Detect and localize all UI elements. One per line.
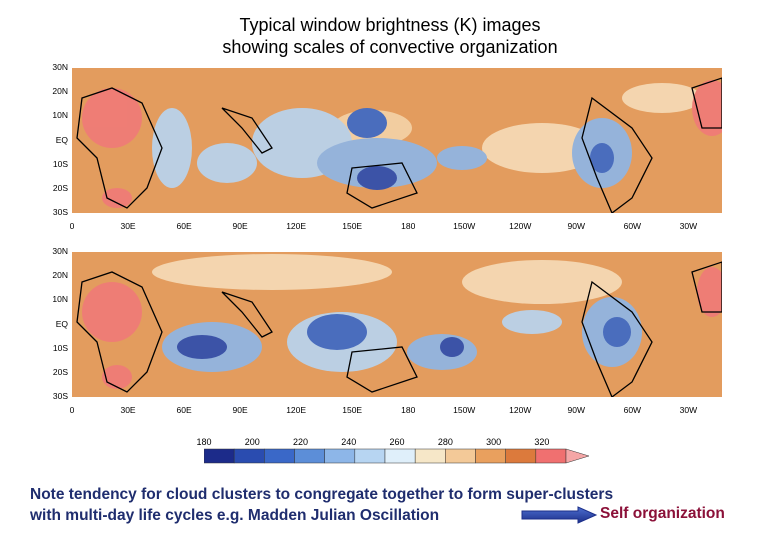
lon-label: 0 <box>69 405 75 415</box>
lat-label: 20N <box>52 270 68 281</box>
lon-label: 150E <box>342 405 363 415</box>
lat-label: 10N <box>52 294 68 305</box>
caption-line-1: Note tendency for cloud clusters to cong… <box>30 486 614 503</box>
colorbar-tick-label: 180 <box>196 437 212 447</box>
lon-label: 120W <box>509 405 532 415</box>
colorbar-segment <box>204 448 235 464</box>
colorbar-segment <box>535 448 567 464</box>
colorbar-tick-label: 300 <box>486 437 502 447</box>
colorbar-tick-label: 280 <box>437 437 453 447</box>
title-line-1: Typical window brightness (K) images <box>239 15 541 35</box>
lon-label: 60W <box>623 405 642 415</box>
lon-label: 150W <box>453 221 476 231</box>
lat-label: 30N <box>52 246 68 256</box>
lon-label: 60E <box>176 405 192 415</box>
colorbar <box>204 448 590 464</box>
colorbar-segment <box>264 448 295 464</box>
lon-label: 180 <box>401 221 416 231</box>
right-arrow-icon <box>521 506 598 524</box>
lon-label: 30E <box>120 405 136 415</box>
colorbar-segment <box>354 448 386 464</box>
colorbar-segment <box>294 448 325 464</box>
lat-label: 20S <box>52 366 68 377</box>
lat-label: 10S <box>52 342 68 353</box>
lon-label: 60E <box>176 221 192 231</box>
brightness-map-bottom <box>72 252 722 397</box>
lat-label: 20S <box>52 182 68 193</box>
colorbar-segment <box>475 448 506 464</box>
lon-label: 180 <box>401 405 416 415</box>
lat-label: EQ <box>55 318 68 329</box>
colorbar-segment <box>324 448 356 464</box>
lat-label: 10N <box>52 110 68 121</box>
colorbar-tick-label: 240 <box>341 437 357 447</box>
colorbar-segment <box>384 448 416 464</box>
lon-label: 60W <box>623 221 642 231</box>
lon-label: 0 <box>69 221 75 231</box>
colorbar-end-triangle <box>565 448 590 464</box>
figure-title: Typical window brightness (K) images sho… <box>0 14 780 58</box>
lon-label: 30W <box>679 221 698 231</box>
lon-label: 120E <box>286 221 307 231</box>
self-organization-label: Self organization <box>600 505 725 522</box>
lon-label: 30W <box>679 405 698 415</box>
lon-label: 90W <box>567 221 586 231</box>
brightness-map-top <box>72 68 722 213</box>
colorbar-tick-label: 200 <box>244 437 260 447</box>
lon-label: 150E <box>342 221 363 231</box>
colorbar-segment <box>445 448 476 464</box>
title-line-2: showing scales of convective organizatio… <box>222 37 558 57</box>
caption-note: Note tendency for cloud clusters to cong… <box>30 484 770 526</box>
colorbar-segment <box>505 448 537 464</box>
lon-label: 150W <box>453 405 476 415</box>
lat-label: 10S <box>52 158 68 169</box>
lat-label: 30S <box>52 391 68 401</box>
lon-label: 120E <box>286 405 307 415</box>
lat-label: 30N <box>52 62 68 72</box>
lon-label: 90E <box>232 405 248 415</box>
lat-label: 20N <box>52 86 68 97</box>
colorbar-tick-label: 320 <box>534 437 550 447</box>
lon-label: 30E <box>120 221 136 231</box>
lon-label: 120W <box>509 221 532 231</box>
colorbar-segment <box>233 448 265 464</box>
lon-label: 90W <box>567 405 586 415</box>
caption-line-2: with multi-day life cycles e.g. Madden J… <box>30 507 440 524</box>
colorbar-tick-label: 260 <box>389 437 405 447</box>
lon-label: 90E <box>232 221 248 231</box>
lat-label: EQ <box>55 134 68 145</box>
lat-label: 30S <box>52 207 68 217</box>
colorbar-segment <box>414 448 446 464</box>
colorbar-tick-label: 220 <box>293 437 309 447</box>
